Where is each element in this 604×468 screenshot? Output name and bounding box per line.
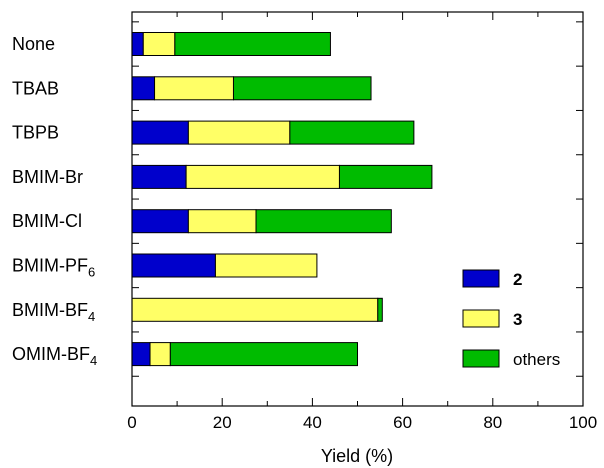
bar-segment-1-row-6 bbox=[131, 253, 216, 278]
bar-segment-3-row-2 bbox=[232, 76, 372, 101]
bars-layer bbox=[131, 32, 433, 367]
category-label: BMIM-BF4 bbox=[12, 300, 95, 324]
x-tick-label: 80 bbox=[483, 413, 502, 432]
bar-segment-3-row-4 bbox=[338, 164, 433, 189]
x-tick-label: 40 bbox=[303, 413, 322, 432]
category-label: None bbox=[12, 34, 55, 54]
category-label: TBPB bbox=[12, 123, 59, 143]
bar-segment-3-row-1 bbox=[174, 32, 331, 56]
x-tick-label: 0 bbox=[127, 413, 136, 432]
legend-swatch-3 bbox=[462, 349, 500, 368]
bar-segment-2-row-6 bbox=[214, 253, 318, 278]
bar-segment-1-row-2 bbox=[131, 76, 156, 101]
x-tick-label: 100 bbox=[569, 413, 597, 432]
category-label: TBAB bbox=[12, 78, 59, 98]
legend-label-1: 2 bbox=[513, 270, 522, 289]
x-tick-label: 60 bbox=[393, 413, 412, 432]
bar-segment-3-row-3 bbox=[289, 120, 415, 145]
bar-segment-2-row-5 bbox=[187, 209, 257, 234]
legend-swatch-2 bbox=[462, 309, 500, 328]
x-tick-label: 20 bbox=[213, 413, 232, 432]
bar-segment-1-row-5 bbox=[131, 209, 189, 234]
bar-segment-2-row-8 bbox=[149, 342, 171, 367]
legend-label-3: others bbox=[513, 350, 560, 369]
bar-segment-2-row-7 bbox=[131, 297, 379, 322]
bar-segment-2-row-2 bbox=[154, 76, 234, 101]
bar-segment-1-row-4 bbox=[131, 164, 187, 189]
axes-layer bbox=[131, 11, 584, 407]
bar-segment-1-row-1 bbox=[131, 32, 144, 56]
bar-segment-3-row-7 bbox=[377, 297, 383, 322]
bar-segment-3-row-8 bbox=[169, 342, 358, 367]
legend-label-2: 3 bbox=[513, 310, 522, 329]
bar-segment-2-row-3 bbox=[187, 120, 291, 145]
legend-swatch-1 bbox=[462, 269, 500, 288]
bar-segment-1-row-8 bbox=[131, 342, 151, 367]
bar-segment-1-row-3 bbox=[131, 120, 189, 145]
bar-segment-2-row-4 bbox=[185, 164, 340, 189]
x-axis-title: Yield (%) bbox=[321, 446, 393, 466]
category-label: BMIM-Br bbox=[12, 167, 83, 187]
bar-segment-3-row-5 bbox=[255, 209, 392, 234]
category-label: OMIM-BF4 bbox=[12, 344, 97, 368]
category-label: BMIM-Cl bbox=[12, 211, 82, 231]
category-label: BMIM-PF6 bbox=[12, 256, 95, 280]
bar-segment-2-row-1 bbox=[142, 32, 176, 56]
legend: 2 3 others bbox=[462, 269, 560, 369]
labels-layer: None TBAB TBPB BMIM-Br BMIM-Cl BMIM-PF6 BMIM-B… bbox=[12, 34, 597, 432]
